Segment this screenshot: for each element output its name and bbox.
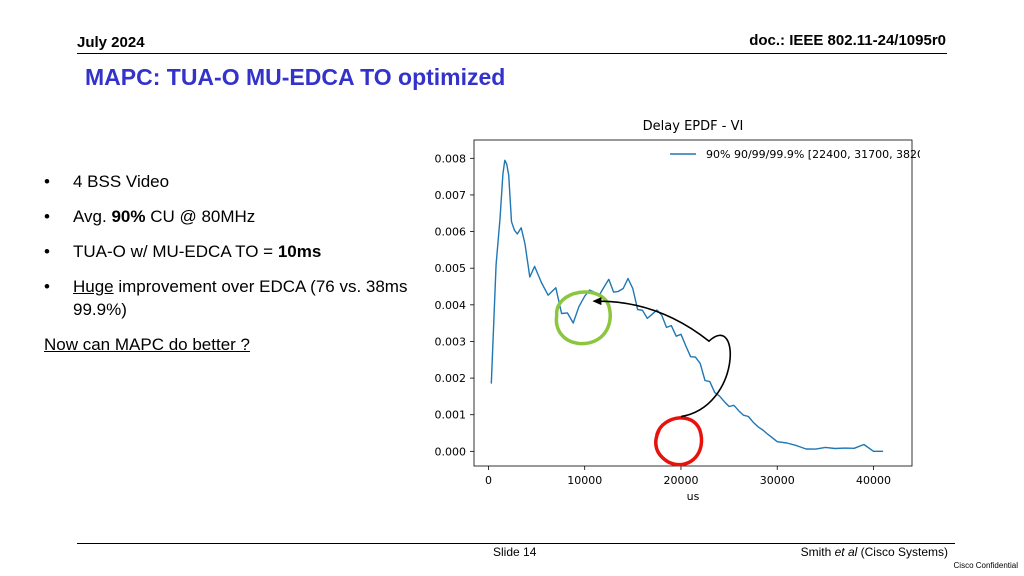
red-highlight-circle xyxy=(654,416,704,467)
question-text: Now can MAPC do better ? xyxy=(44,335,250,354)
y-tick-label: 0.008 xyxy=(435,152,467,165)
green-highlight-circle xyxy=(554,290,612,346)
y-tick-label: 0.004 xyxy=(435,299,467,312)
bullet-text-bold: 90% xyxy=(111,207,146,226)
bullet-item: • TUA-O w/ MU-EDCA TO = 10ms xyxy=(44,240,414,263)
plot-frame xyxy=(473,139,913,467)
header-divider xyxy=(77,53,947,54)
bullet-item: • Avg. 90% CU @ 80MHz xyxy=(44,205,414,228)
bullet-text-pre: TUA-O w/ MU-EDCA TO = xyxy=(73,242,278,261)
y-tick-label: 0.001 xyxy=(435,409,467,422)
bullet-text-bold: 10ms xyxy=(277,242,322,261)
document-id: doc.: IEEE 802.11-24/1095r0 xyxy=(749,32,946,49)
y-tick-label: 0.006 xyxy=(435,226,467,239)
bullet-marker: • xyxy=(44,277,50,296)
annotation-arrow-line xyxy=(598,300,732,418)
bullet-list: • 4 BSS Video • Avg. 90% CU @ 80MHz • TU… xyxy=(44,170,414,356)
bullet-text-pre: Avg. xyxy=(73,207,112,226)
header-date: July 2024 xyxy=(77,34,145,51)
bullet-text: 4 BSS Video xyxy=(73,172,170,191)
author-affiliation: (Cisco Systems) xyxy=(857,545,948,559)
annotation-arrow-head xyxy=(592,297,602,306)
bullet-marker: • xyxy=(44,172,50,191)
bullet-item: • Huge improvement over EDCA (76 vs. 38m… xyxy=(44,275,414,321)
y-tick-label: 0.002 xyxy=(435,372,467,385)
bullet-marker: • xyxy=(44,207,50,226)
delay-epdf-chart: Delay EPDF - VI 0 10000 20000 30000 40000 0.00… xyxy=(435,119,921,503)
footer-author: Smith et al (Cisco Systems) xyxy=(801,545,948,559)
author-et-al: et al xyxy=(834,545,858,559)
bullet-text-post: CU @ 80MHz xyxy=(145,207,256,226)
y-tick-label: 0.003 xyxy=(435,335,467,348)
chart-title: Delay EPDF - VI xyxy=(643,119,744,134)
x-tick-label: 0 xyxy=(485,474,492,487)
x-axis-label: us xyxy=(687,490,700,503)
y-tick-label: 0.000 xyxy=(435,445,467,458)
y-tick-label: 0.007 xyxy=(435,189,467,202)
slide-number: Slide 14 xyxy=(493,545,537,559)
x-tick-label: 40000 xyxy=(856,474,891,487)
slide-title: MAPC: TUA-O MU-EDCA TO optimized xyxy=(85,64,506,90)
confidential-label: Cisco Confidential xyxy=(953,561,1018,570)
bullet-text-post: improvement over EDCA (76 vs. 38ms 99.9%… xyxy=(73,277,408,319)
bullet-marker: • xyxy=(44,242,50,261)
x-tick-label: 10000 xyxy=(567,474,602,487)
x-tick-label: 20000 xyxy=(663,474,698,487)
bullet-text-underlined: Huge xyxy=(73,277,114,296)
author-name: Smith xyxy=(800,545,835,559)
footer-divider xyxy=(77,543,955,544)
legend-label: 90% 90/99/99.9% [22400, 31700, 38200] xyxy=(706,148,920,161)
y-tick-label: 0.005 xyxy=(435,262,467,275)
series-line xyxy=(490,159,884,452)
x-tick-label: 30000 xyxy=(760,474,795,487)
bullet-item: • 4 BSS Video xyxy=(44,170,414,193)
